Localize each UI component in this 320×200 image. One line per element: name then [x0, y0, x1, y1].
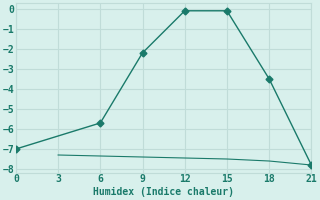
X-axis label: Humidex (Indice chaleur): Humidex (Indice chaleur): [93, 187, 234, 197]
